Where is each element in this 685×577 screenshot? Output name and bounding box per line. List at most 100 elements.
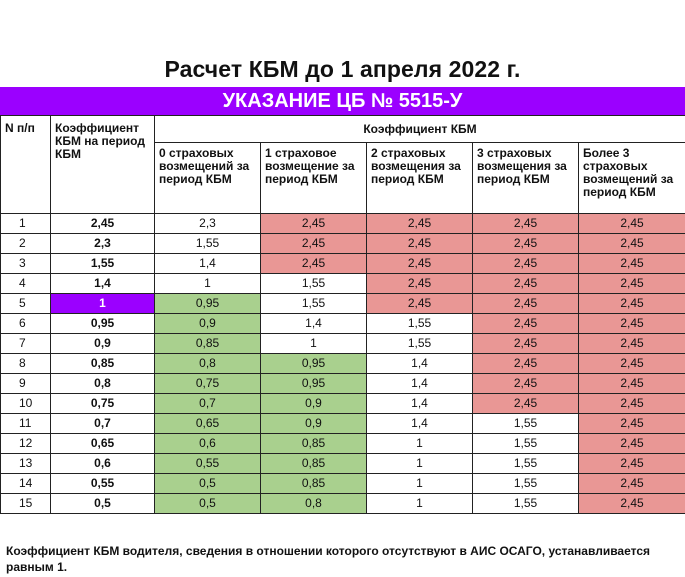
table-row: 8 0,85 0,8 0,95 1,4 2,45 2,45	[0, 353, 685, 374]
coef-cell-4: 2,45	[578, 413, 685, 434]
coef-cell-3: 2,45	[472, 313, 579, 334]
coef-cell-1: 1,55	[260, 293, 367, 314]
coef-cell-1: 0,8	[260, 493, 367, 514]
coef-cell-1: 0,95	[260, 353, 367, 374]
table-row: 10 0,75 0,7 0,9 1,4 2,45 2,45	[0, 393, 685, 414]
coef-cell-3: 2,45	[472, 373, 579, 394]
coef-cell-0: 0,7	[154, 393, 261, 414]
coef-cell-3: 1,55	[472, 493, 579, 514]
coef-cell-4: 2,45	[578, 313, 685, 334]
coef-cell-3: 1,55	[472, 413, 579, 434]
coef-cell-3: 2,45	[472, 213, 579, 234]
coef-cell-3: 1,55	[472, 433, 579, 454]
table-row: 11 0,7 0,65 0,9 1,4 1,55 2,45	[0, 413, 685, 434]
kbm-period-value: 2,3	[50, 233, 155, 254]
row-number: 4	[0, 273, 51, 294]
col-kbm-header: Коэффициент КБМ на период КБМ	[50, 115, 155, 214]
kbm-period-value: 2,45	[50, 213, 155, 234]
coef-cell-1: 0,9	[260, 413, 367, 434]
coef-cell-2: 1	[366, 453, 473, 474]
kbm-period-value: 0,95	[50, 313, 155, 334]
coef-cell-4: 2,45	[578, 353, 685, 374]
coef-cell-3: 2,45	[472, 393, 579, 414]
coef-cell-2: 1,4	[366, 373, 473, 394]
coef-cell-4: 2,45	[578, 393, 685, 414]
coef-cell-0: 0,55	[154, 453, 261, 474]
row-number: 14	[0, 473, 51, 494]
coef-cell-0: 0,9	[154, 313, 261, 334]
coef-cell-1: 0,85	[260, 453, 367, 474]
row-number: 3	[0, 253, 51, 274]
coef-cell-4: 2,45	[578, 333, 685, 354]
coef-cell-2: 2,45	[366, 233, 473, 254]
coef-cell-1: 0,95	[260, 373, 367, 394]
coef-cell-4: 2,45	[578, 273, 685, 294]
table-row: 4 1,4 1 1,55 2,45 2,45 2,45	[0, 273, 685, 294]
coef-cell-2: 1	[366, 473, 473, 494]
coef-cell-1: 2,45	[260, 213, 367, 234]
coef-cell-0: 1,4	[154, 253, 261, 274]
coef-cell-3: 2,45	[472, 333, 579, 354]
coef-cell-4: 2,45	[578, 373, 685, 394]
table-row: 9 0,8 0,75 0,95 1,4 2,45 2,45	[0, 373, 685, 394]
coef-cell-3: 2,45	[472, 293, 579, 314]
row-number: 15	[0, 493, 51, 514]
coef-cell-4: 2,45	[578, 473, 685, 494]
coef-cell-2: 2,45	[366, 273, 473, 294]
row-number: 13	[0, 453, 51, 474]
coef-cell-0: 2,3	[154, 213, 261, 234]
sub-header-4: Более 3 страховых возмещений за период К…	[578, 142, 685, 214]
coef-cell-0: 1	[154, 273, 261, 294]
coef-cell-2: 1	[366, 493, 473, 514]
coef-cell-2: 2,45	[366, 293, 473, 314]
coef-cell-4: 2,45	[578, 453, 685, 474]
row-number: 5	[0, 293, 51, 314]
kbm-period-value: 0,5	[50, 493, 155, 514]
coef-cell-2: 1,55	[366, 333, 473, 354]
coef-cell-0: 0,5	[154, 493, 261, 514]
coef-cell-1: 0,9	[260, 393, 367, 414]
coef-cell-3: 2,45	[472, 233, 579, 254]
coef-cell-4: 2,45	[578, 493, 685, 514]
coef-cell-3: 1,55	[472, 453, 579, 474]
coef-cell-3: 2,45	[472, 253, 579, 274]
row-number: 1	[0, 213, 51, 234]
header-row-top: N п/п Коэффициент КБМ на период КБМ Коэф…	[0, 115, 685, 214]
coef-cell-2: 2,45	[366, 253, 473, 274]
row-number: 2	[0, 233, 51, 254]
coef-group-header: Коэффициент КБМ	[154, 115, 685, 143]
sub-header-3: 3 страховых возмещения за период КБМ	[472, 142, 579, 214]
row-number: 10	[0, 393, 51, 414]
coef-cell-2: 1	[366, 433, 473, 454]
kbm-period-value: 0,75	[50, 393, 155, 414]
coef-cell-0: 1,55	[154, 233, 261, 254]
header-row-sub: 0 страховых возмещений за период КБМ 1 с…	[1, 142, 685, 214]
coef-cell-0: 0,5	[154, 473, 261, 494]
row-number: 8	[0, 353, 51, 374]
coef-cell-1: 0,85	[260, 433, 367, 454]
coef-cell-0: 0,75	[154, 373, 261, 394]
kbm-period-value: 1,55	[50, 253, 155, 274]
table-row: 3 1,55 1,4 2,45 2,45 2,45 2,45	[0, 253, 685, 274]
coef-cell-2: 1,4	[366, 413, 473, 434]
table-row: 15 0,5 0,5 0,8 1 1,55 2,45	[0, 493, 685, 514]
table-row: 2 2,3 1,55 2,45 2,45 2,45 2,45	[0, 233, 685, 254]
kbm-period-value: 0,85	[50, 353, 155, 374]
coef-cell-0: 0,8	[154, 353, 261, 374]
kbm-period-value: 0,8	[50, 373, 155, 394]
table-row: 5 1 0,95 1,55 2,45 2,45 2,45	[0, 293, 685, 314]
coef-cell-2: 1,4	[366, 393, 473, 414]
sub-header-2: 2 страховых возмещения за период КБМ	[366, 142, 473, 214]
kbm-period-value: 1,4	[50, 273, 155, 294]
coef-cell-3: 2,45	[472, 273, 579, 294]
coef-cell-1: 2,45	[260, 233, 367, 254]
coef-cell-4: 2,45	[578, 433, 685, 454]
row-number: 6	[0, 313, 51, 334]
row-number: 7	[0, 333, 51, 354]
footnote: Коэффициент КБМ водителя, сведения в отн…	[6, 544, 650, 574]
sub-header-1: 1 страховое возмещение за период КБМ	[260, 142, 367, 214]
coef-cell-4: 2,45	[578, 213, 685, 234]
sub-header-0: 0 страховых возмещений за период КБМ	[154, 142, 261, 214]
row-number: 12	[0, 433, 51, 454]
col-num-header: N п/п	[0, 115, 51, 214]
